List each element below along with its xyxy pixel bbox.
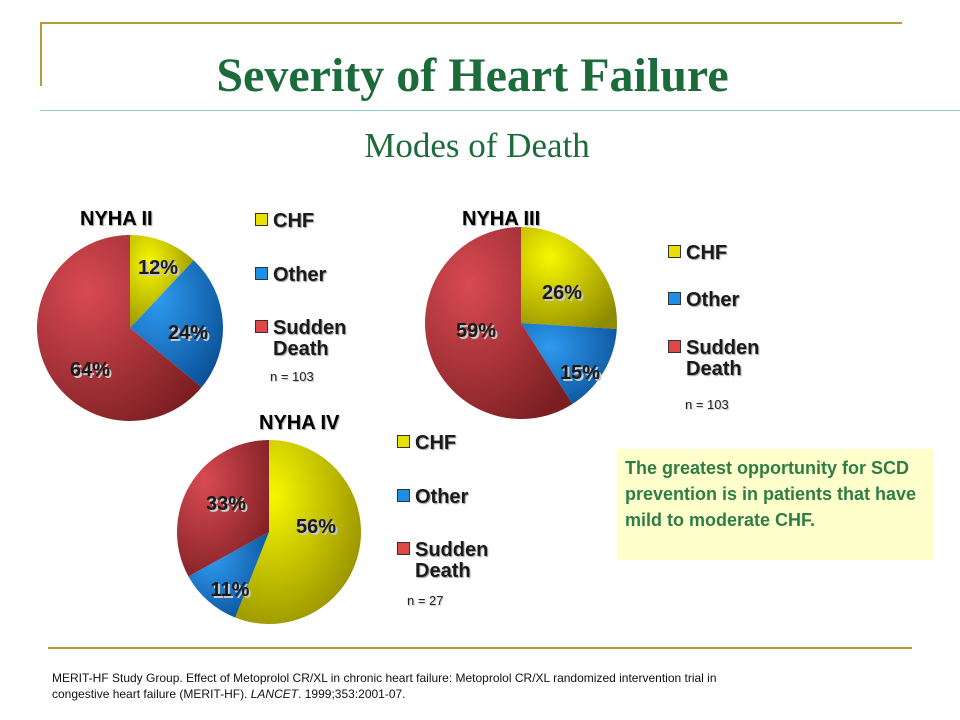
- legend-swatch-other: [397, 489, 410, 502]
- pie-title-nyha-iii: NYHA III: [462, 208, 541, 230]
- pie-slice-chf: [521, 227, 617, 330]
- citation-journal: LANCET: [250, 687, 299, 701]
- slice-label-shadow: 24%: [170, 324, 210, 346]
- slice-label-shadow: 15%: [562, 364, 602, 386]
- pie-slice-chf-label: 12%: [138, 257, 178, 279]
- legend-swatch-chf: [255, 213, 268, 226]
- slice-label-shadow: 26%: [544, 284, 584, 306]
- legend-label-chf: CHF: [273, 210, 315, 232]
- legend-label-other: Other: [273, 264, 327, 286]
- legend-swatch-chf: [397, 435, 410, 448]
- pie-slice-sudden-death: [177, 440, 269, 577]
- pie-title-nyha-iv: NYHA IV: [259, 412, 340, 434]
- pie-slice-chf-label: 26%: [542, 282, 582, 304]
- legend-swatch-sudden-death: [397, 542, 410, 555]
- pie-slice-other-label: 11%: [211, 579, 250, 601]
- sample-size-nyha-ii: n = 103: [270, 369, 314, 384]
- pie-title-nyha-ii: NYHA II: [80, 208, 153, 230]
- left-rule: [40, 22, 42, 86]
- slide-title: Severity of Heart Failure: [216, 49, 729, 102]
- pie-slice-sudden-death-label: 59%: [456, 320, 496, 342]
- pie-slice-sudden-death-label: 33%: [206, 493, 246, 515]
- pie-slice-other-label: 24%: [168, 322, 208, 344]
- pie-slice-other: [130, 260, 223, 388]
- slice-label-shadow: 11%: [213, 581, 252, 603]
- legend-swatch-other: [255, 267, 268, 280]
- slice-label-shadow: 33%: [208, 495, 248, 517]
- bottom-rule: [48, 647, 912, 649]
- pie-slice-other: [188, 532, 269, 618]
- pie-slice-chf: [235, 440, 361, 625]
- pie-slice-sudden-death: [37, 235, 202, 421]
- citation-ref: . 1999;353:2001-07.: [298, 687, 406, 701]
- legend-label-sudden-death: Sudden Death: [273, 317, 347, 360]
- pie-slice-sudden-death-label: 64%: [70, 359, 110, 381]
- citation: MERIT-HF Study Group. Effect of Metoprol…: [52, 670, 752, 702]
- key-message-callout: The greatest opportunity for SCD prevent…: [617, 449, 933, 560]
- legend-label-other: Other: [415, 486, 469, 508]
- legend-swatch-sudden-death: [668, 340, 681, 353]
- pie-slice-sudden-death: [425, 227, 573, 419]
- pie-slice-other: [521, 323, 617, 405]
- citation-text: MERIT-HF Study Group. Effect of Metoprol…: [52, 671, 717, 701]
- pie-slice-chf-label: 56%: [296, 516, 336, 538]
- sample-size-nyha-iv: n = 27: [407, 593, 444, 608]
- slice-label-shadow: 59%: [458, 322, 498, 344]
- top-rule: [40, 22, 902, 24]
- legend-label-sudden-death: Sudden Death: [415, 539, 489, 582]
- legend-swatch-sudden-death: [255, 320, 268, 333]
- sample-size-nyha-iii: n = 103: [685, 397, 729, 412]
- title-underline: [40, 110, 960, 111]
- pie-slice-chf: [130, 235, 194, 328]
- legend-label-chf: CHF: [415, 432, 457, 454]
- legend-swatch-chf: [668, 245, 681, 258]
- slice-label-shadow: 12%: [140, 259, 180, 281]
- pie-slice-other-label: 15%: [560, 362, 600, 384]
- legend-label-sudden-death: Sudden Death: [686, 337, 760, 380]
- slice-label-shadow: 56%: [298, 518, 338, 540]
- legend-swatch-other: [668, 292, 681, 305]
- slice-label-shadow: 64%: [72, 361, 112, 383]
- legend-label-chf: CHF: [686, 242, 728, 264]
- slide-subtitle: Modes of Death: [364, 126, 590, 165]
- legend-label-other: Other: [686, 289, 740, 311]
